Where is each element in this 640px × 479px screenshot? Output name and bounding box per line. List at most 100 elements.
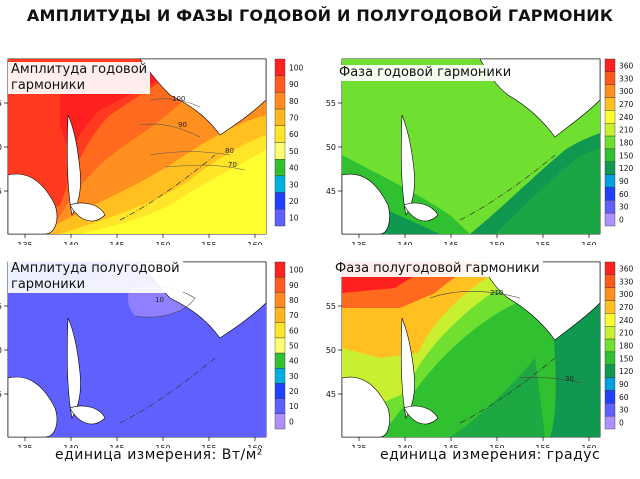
- x-tick-label-150: 150: [155, 444, 170, 448]
- colorbar-label-90: 90: [619, 380, 629, 389]
- colorbar-swatch: [274, 261, 286, 278]
- y-tick-label-45: 45: [326, 187, 336, 196]
- contours-semiannual-phase: [429, 290, 583, 384]
- colorbar-swatch: [604, 364, 616, 378]
- x-tick-label-135: 135: [351, 444, 366, 448]
- x-tick-label-160: 160: [247, 444, 262, 448]
- colorbar-swatch: [604, 403, 616, 417]
- x-tick-label-155: 155: [535, 241, 550, 245]
- x-tick-label-140: 140: [63, 241, 78, 245]
- y-tick-label-50: 50: [326, 346, 336, 355]
- colorbar-swatch: [604, 212, 616, 227]
- colorbar-swatch: [274, 322, 286, 339]
- dash-dot-line: [119, 357, 216, 424]
- colorbar-swatch: [604, 338, 616, 353]
- colorbar-label-50: 50: [289, 342, 299, 351]
- x-axis-annual-phase: 135 140 145 150 155 160: [351, 234, 597, 245]
- colorbar-swatch: [274, 307, 286, 323]
- colorbar-swatch: [604, 415, 616, 430]
- colorbar-swatch: [604, 84, 616, 98]
- x-tick-label-160: 160: [581, 241, 596, 245]
- colorbar-label-50: 50: [289, 147, 299, 156]
- contour-label-30: 30: [565, 375, 574, 383]
- colorbar-swatch: [274, 58, 286, 76]
- colorbar-swatch: [274, 368, 286, 384]
- panel-title-semiannual-amplitude: Амплитуда полугодовой гармоники: [8, 261, 183, 293]
- colorbar-label-270: 270: [619, 303, 634, 312]
- colorbar-swatch: [604, 97, 616, 111]
- colorbar-label-70: 70: [289, 113, 299, 122]
- colorbar-label-30: 30: [289, 372, 299, 381]
- colorbar-swatch: [604, 58, 616, 73]
- x-tick-label-145: 145: [109, 241, 124, 245]
- colorbar-label-70: 70: [289, 311, 299, 320]
- colorbar-label-150: 150: [619, 151, 634, 160]
- colorbar-label-360: 360: [619, 61, 634, 70]
- x-tick-label-140: 140: [397, 241, 412, 245]
- colorbar-swatch: [274, 158, 286, 177]
- colorbar-label-80: 80: [289, 296, 299, 305]
- colorbar-swatch: [604, 390, 616, 404]
- colorbar-swatch: [604, 287, 616, 301]
- contour-label-70: 70: [228, 161, 237, 169]
- panel-title-annual-phase: Фаза годовой гармоники: [336, 65, 515, 81]
- colorbar-swatch: [274, 292, 286, 308]
- contour-label-210: 210: [490, 289, 503, 297]
- colorbar-swatch: [274, 398, 286, 415]
- colorbar-label-360: 360: [619, 264, 634, 273]
- colorbar-label-90: 90: [289, 281, 299, 290]
- colorbar-swatch: [604, 148, 616, 162]
- contours-annual-amplitude: [139, 98, 246, 171]
- panel-title-semiannual-phase: Фаза полугодовой гармоники: [332, 261, 543, 277]
- colorbar-label-100: 100: [289, 63, 304, 72]
- x-tick-label-145: 145: [443, 241, 458, 245]
- colorbar-swatch: [274, 75, 286, 93]
- contour-label-10: 10: [155, 296, 164, 304]
- y-tick-label-50: 50: [0, 346, 2, 355]
- colorbar-label-150: 150: [619, 354, 634, 363]
- panel-semiannual-phase: 210 30 135 140 145 150 155 160 55 50 45 360 330 3…: [320, 258, 638, 463]
- colorbar-swatch: [604, 274, 616, 288]
- colorbar-label-300: 300: [619, 290, 634, 299]
- x-tick-label-155: 155: [535, 444, 550, 448]
- colorbar-label-90: 90: [289, 80, 299, 89]
- colorbar-label-330: 330: [619, 277, 634, 286]
- x-tick-label-160: 160: [247, 241, 262, 245]
- colorbar-swatch: [604, 261, 616, 276]
- colorbar-label-240: 240: [619, 316, 634, 325]
- panel-title-annual-amplitude: Амплитуда годовой гармоники: [8, 62, 151, 94]
- dash-dot-line: [459, 357, 556, 424]
- panel-annual-amplitude: 100 90 80 70 135 140 145 150 155 160 55 50 45 1…: [0, 55, 318, 260]
- y-tick-label-50: 50: [0, 143, 2, 152]
- colorbar-swatch: [604, 71, 616, 85]
- x-tick-label-135: 135: [17, 444, 32, 448]
- x-axis-annual-amplitude: 135 140 145 150 155 160: [17, 234, 263, 245]
- colorbar-swatch: [274, 383, 286, 399]
- colorbar-swatch: [274, 175, 286, 193]
- x-tick-label-140: 140: [63, 444, 78, 448]
- colorbar-swatch: [604, 135, 616, 150]
- colorbar-swatch: [274, 108, 286, 126]
- colorbar-label-0: 0: [289, 417, 294, 426]
- colorbar-swatch: [604, 313, 616, 327]
- x-tick-label-155: 155: [201, 241, 216, 245]
- x-tick-label-135: 135: [351, 241, 366, 245]
- colorbar-label-120: 120: [619, 164, 634, 173]
- colorbar-label-80: 80: [289, 97, 299, 106]
- y-tick-label-50: 50: [326, 143, 336, 152]
- contour-label-100: 100: [172, 95, 185, 103]
- x-axis-semiannual-phase: 135 140 145 150 155 160: [351, 437, 597, 448]
- colorbar-swatch: [604, 187, 616, 201]
- dash-dot-line: [459, 154, 556, 221]
- y-tick-label-55: 55: [0, 99, 2, 108]
- x-tick-label-150: 150: [155, 241, 170, 245]
- x-tick-label-145: 145: [109, 444, 124, 448]
- colorbar-annual-amplitude: 100 90 80 70 60 50 40 30 20 10: [274, 58, 304, 227]
- colorbar-swatch: [604, 200, 616, 214]
- x-tick-label-145: 145: [443, 444, 458, 448]
- colorbar-swatch: [274, 209, 286, 227]
